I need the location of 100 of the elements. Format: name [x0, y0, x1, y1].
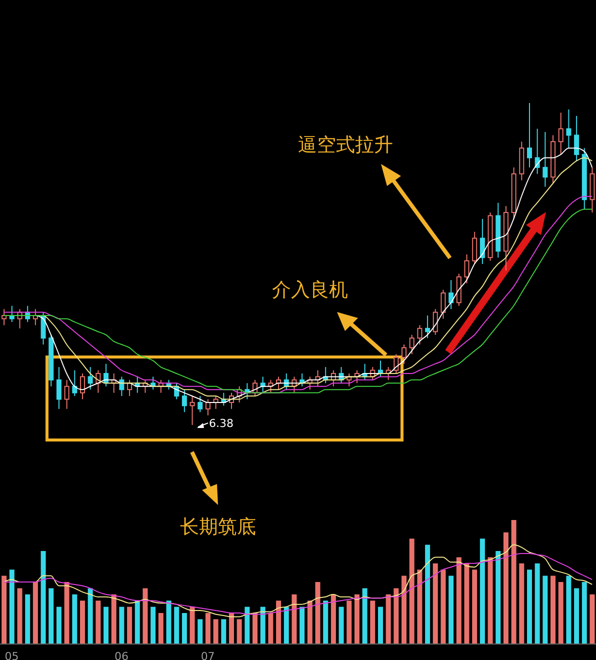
- bar: [402, 576, 407, 644]
- bar: [558, 582, 564, 644]
- candlestick: [205, 398, 210, 416]
- bar: [488, 557, 493, 644]
- bar: [80, 600, 85, 644]
- bar: [417, 570, 422, 644]
- bar: [472, 570, 478, 644]
- bar: [534, 563, 540, 644]
- bar: [448, 576, 454, 644]
- bar: [48, 588, 54, 644]
- candlestick: [432, 308, 438, 336]
- candlestick: [425, 315, 430, 339]
- bar: [213, 619, 218, 644]
- candlestick: [574, 115, 580, 162]
- bar: [96, 600, 101, 644]
- bar: [127, 606, 132, 644]
- bar: [2, 576, 7, 644]
- bar: [456, 557, 462, 644]
- candlestick: [56, 366, 62, 410]
- x-tick-label: 06: [114, 650, 129, 660]
- bar: [292, 594, 297, 644]
- candlestick: [472, 231, 478, 264]
- bar: [142, 588, 148, 644]
- bar: [307, 600, 312, 644]
- bar: [9, 570, 14, 644]
- bar: [386, 594, 391, 644]
- bar: [228, 613, 234, 644]
- bar: [205, 613, 210, 644]
- bar: [32, 582, 38, 644]
- annotation: 6.38: [209, 417, 234, 430]
- bar: [370, 600, 376, 644]
- bar: [496, 551, 501, 644]
- bar: [300, 606, 305, 644]
- bar: [519, 563, 524, 644]
- candlestick: [72, 370, 78, 397]
- bar: [425, 544, 430, 644]
- candlestick: [526, 103, 532, 168]
- bar: [526, 570, 532, 644]
- bar: [574, 588, 580, 644]
- bar: [409, 538, 414, 644]
- candlestick: [198, 396, 203, 413]
- candlestick: [182, 389, 187, 413]
- candlestick: [464, 254, 470, 284]
- bar: [432, 563, 438, 644]
- bar: [550, 576, 556, 644]
- bar: [362, 588, 368, 644]
- bar: [88, 588, 93, 644]
- bar: [236, 619, 242, 644]
- bar: [503, 532, 508, 644]
- bar: [182, 613, 187, 644]
- bar: [221, 619, 226, 644]
- candlestick: [542, 131, 548, 188]
- bar: [330, 594, 336, 644]
- bar: [40, 551, 46, 644]
- bar: [464, 563, 470, 644]
- candlestick: [402, 344, 407, 364]
- bar: [190, 606, 195, 644]
- bar: [104, 606, 109, 644]
- bar: [198, 619, 203, 644]
- annotation: 介入良机: [272, 279, 348, 301]
- candlestick: [409, 334, 414, 355]
- candlestick: [88, 366, 93, 390]
- bar: [119, 606, 124, 644]
- bar: [72, 594, 78, 644]
- bar: [354, 594, 360, 644]
- x-tick-label: 07: [200, 650, 215, 660]
- bar: [346, 600, 352, 644]
- bar: [174, 606, 180, 644]
- x-tick-label: 05: [4, 650, 19, 660]
- candlestick: [64, 379, 70, 410]
- bar: [268, 613, 274, 644]
- bar: [17, 588, 22, 644]
- bar: [56, 606, 62, 644]
- candlestick: [448, 280, 454, 310]
- bar: [511, 520, 516, 644]
- bar: [25, 594, 30, 644]
- candlestick: [566, 108, 572, 149]
- bar: [480, 538, 485, 644]
- bar: [378, 606, 383, 644]
- bar: [276, 600, 282, 644]
- bar: [566, 576, 572, 644]
- candlestick: [394, 354, 399, 374]
- annotation: 逼空式拉升: [298, 134, 393, 156]
- bar: [440, 570, 446, 644]
- bar: [542, 576, 548, 644]
- bar: [590, 594, 595, 644]
- candlestick: [80, 372, 85, 400]
- candlestick: [119, 376, 124, 397]
- bar: [134, 600, 140, 644]
- bar: [252, 613, 258, 644]
- bar: [315, 582, 320, 644]
- bar: [158, 613, 164, 644]
- candlestick: [440, 289, 446, 320]
- bar: [394, 588, 399, 644]
- bar: [111, 594, 116, 644]
- bar: [260, 606, 266, 644]
- annotation: 长期筑底: [180, 516, 256, 538]
- bar: [582, 582, 587, 644]
- candlestick: [558, 112, 564, 156]
- bar: [338, 606, 344, 644]
